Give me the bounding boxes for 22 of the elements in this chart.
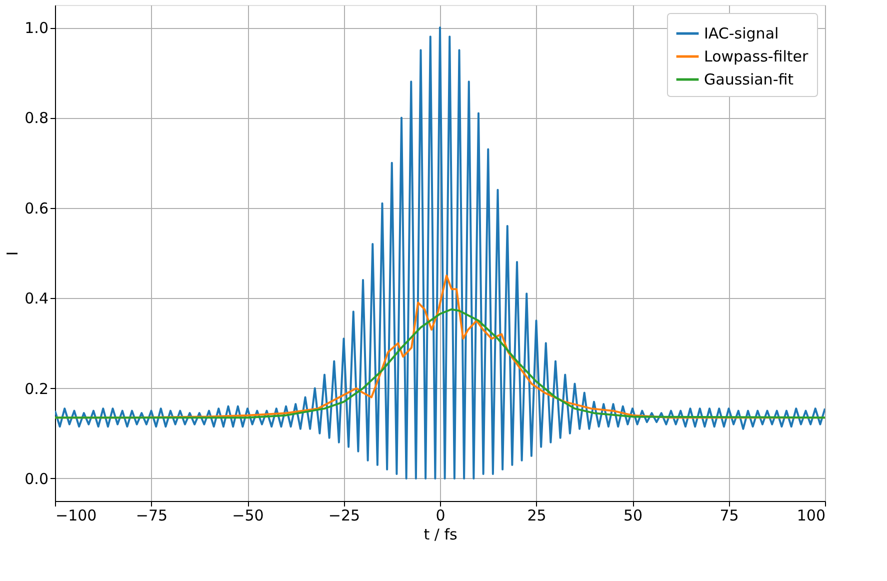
y-tick-label: 1.0	[24, 19, 48, 38]
x-axis-title: t / fs	[424, 526, 458, 544]
x-tick-label: 75	[720, 506, 739, 524]
y-tick-label: 0.0	[24, 470, 48, 488]
legend-label: Gaussian-fit	[704, 70, 794, 88]
legend-label: IAC-signal	[704, 24, 779, 42]
x-tick-label: 0	[436, 506, 446, 524]
y-tick-label: 0.6	[24, 199, 48, 218]
line-series	[55, 308, 825, 419]
x-tick-label: −50	[232, 506, 264, 524]
y-tick-label: 0.8	[24, 109, 48, 128]
x-tick-label: −25	[328, 506, 360, 524]
x-tick-label: 100	[796, 506, 826, 524]
y-tick-label: 0.4	[24, 290, 48, 308]
x-tick-label: 25	[527, 506, 546, 524]
x-tick-label: −100	[56, 506, 97, 524]
line-series	[55, 26, 825, 480]
x-tick-label: −75	[136, 506, 168, 524]
y-tick-label: 0.2	[24, 380, 48, 398]
x-tick-label: 50	[623, 506, 643, 524]
y-axis-title: I	[4, 251, 22, 256]
legend-label: Lowpass-filter	[704, 48, 810, 66]
